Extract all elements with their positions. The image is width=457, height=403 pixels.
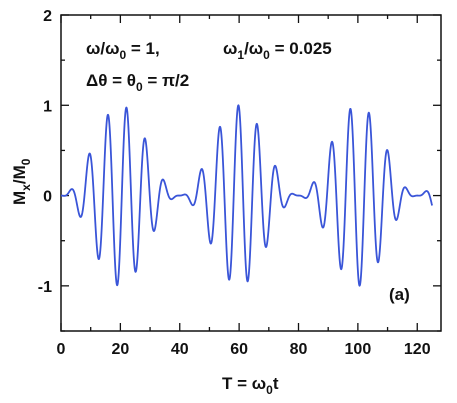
annotation-delta-theta: Δθ = θ0 = π/2 (86, 71, 189, 94)
y-axis-title: Mx/M0 (10, 158, 33, 205)
x-tick-label: 60 (230, 341, 248, 358)
y-tick-label: -1 (38, 279, 52, 296)
panel-label: (a) (389, 285, 410, 304)
y-tick-label: 0 (43, 189, 52, 206)
x-axis-title: T = ω0t (222, 374, 279, 397)
y-tick-labels: -1 0 1 2 (38, 8, 52, 296)
y-tick-label: 1 (43, 98, 52, 115)
annotation-omega1-ratio: ω1/ω0 = 0.025 (223, 39, 332, 62)
x-tick-labels: 0 20 40 60 80 100 120 (57, 341, 431, 358)
annotation-omega-ratio: ω/ω0 = 1, (86, 39, 160, 62)
ticks (60, 14, 441, 332)
x-tick-label: 40 (171, 341, 189, 358)
x-tick-label: 80 (290, 341, 308, 358)
y-tick-label: 2 (43, 8, 52, 25)
series-line (61, 104, 433, 287)
x-tick-label: 20 (111, 341, 129, 358)
x-tick-label: 120 (404, 341, 431, 358)
x-tick-label: 0 (57, 341, 66, 358)
x-tick-label: 100 (345, 341, 372, 358)
plot-frame (60, 14, 442, 332)
